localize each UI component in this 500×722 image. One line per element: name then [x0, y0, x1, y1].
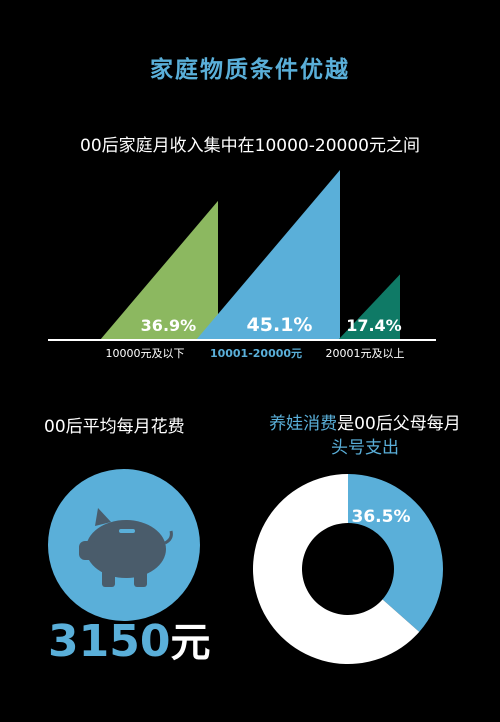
donut-segment-2	[253, 474, 420, 664]
triangle-category-label-3: 20001元及以上	[326, 347, 405, 360]
piggy-bank-icon	[79, 508, 173, 587]
triangle-value-label-1: 36.9%	[141, 316, 197, 335]
page-title: 家庭物质条件优越	[150, 57, 350, 83]
donut-heading: 养娃消费是00后父母每月 头号支出	[230, 412, 500, 460]
donut-segment-1	[348, 474, 443, 632]
triangle-category-label-1: 10000元及以下	[106, 347, 185, 360]
donut-heading-highlight: 养娃消费	[269, 414, 338, 434]
triangle-bar-1	[100, 200, 218, 340]
triangle-bar-2	[196, 170, 340, 340]
donut-value-label: 36.5%	[352, 507, 411, 527]
donut-heading-line2: 头号支出	[331, 438, 399, 458]
expense-donut-chart: 36.5%	[253, 474, 443, 664]
spend-circle	[48, 469, 200, 621]
donut-heading-line1: 养娃消费是00后父母每月	[230, 412, 500, 436]
spend-amount-unit: 元	[170, 620, 211, 666]
spend-amount: 3150元	[48, 620, 210, 664]
spend-amount-number: 3150	[48, 616, 171, 667]
income-chart-subtitle: 00后家庭月收入集中在10000-20000元之间	[80, 136, 420, 156]
income-triangle-chart: 36.9% 45.1% 17.4% 10000元及以下 10001-20000元 200…	[48, 170, 436, 360]
donut-heading-rest: 是00后父母每月	[337, 414, 461, 434]
triangle-bar-3	[338, 274, 400, 340]
triangle-value-label-2: 45.1%	[247, 314, 313, 336]
spend-title: 00后平均每月花费	[44, 417, 185, 437]
triangle-category-label-2: 10001-20000元	[210, 347, 302, 360]
triangle-value-label-3: 17.4%	[346, 316, 402, 335]
